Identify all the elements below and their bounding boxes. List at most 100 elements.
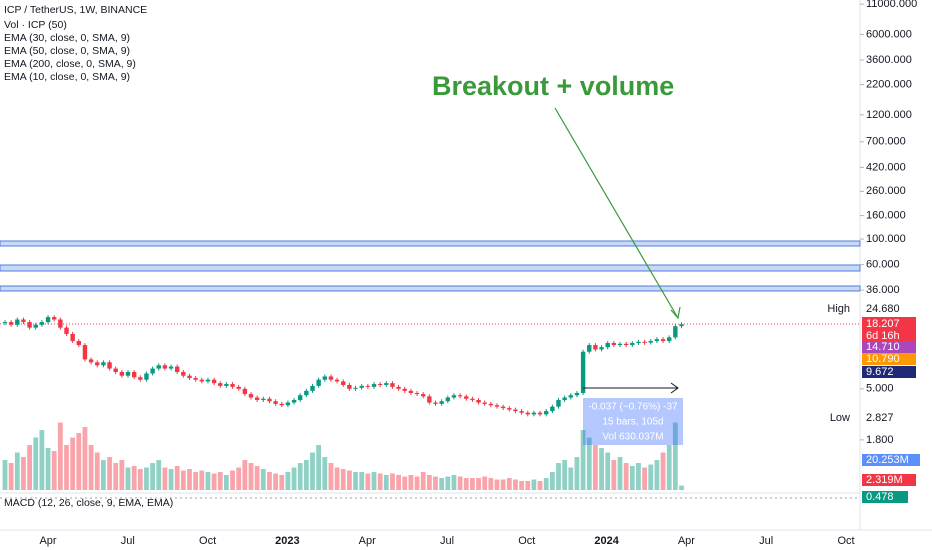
volume-bar — [310, 452, 315, 490]
candle — [45, 317, 51, 323]
candle — [107, 362, 112, 369]
volume-bar — [574, 457, 580, 490]
x-tick-label: Apr — [39, 535, 56, 547]
last-box — [862, 317, 916, 341]
candle — [556, 399, 561, 407]
volume-bar — [236, 467, 242, 490]
zone — [0, 240, 861, 247]
candle — [439, 401, 444, 404]
macd-box — [862, 491, 908, 503]
candle — [457, 395, 463, 397]
vol-box — [862, 454, 920, 466]
candle — [537, 412, 543, 415]
volume-bar — [88, 445, 94, 490]
volume-bar — [57, 422, 63, 490]
ema-label: 10.790 — [866, 353, 900, 365]
vol-ma-label: 20.253M — [866, 454, 909, 466]
volume-bar — [457, 476, 463, 490]
last-label: 18.207 — [866, 318, 900, 330]
legend-entry: EMA (200, close, 0, SMA, 9) — [4, 58, 136, 70]
candle — [162, 365, 168, 369]
candle — [500, 406, 506, 409]
volume-bar — [414, 476, 420, 490]
legend-title: ICP / TetherUS, 1W, BINANCE — [4, 4, 147, 16]
candle — [82, 345, 88, 360]
volume-bar — [273, 473, 278, 490]
volume-bar — [33, 437, 39, 490]
volume-bar — [580, 430, 586, 490]
ema-label: 9.672 — [866, 366, 894, 378]
zone — [0, 285, 861, 292]
candle — [52, 317, 57, 320]
candle — [285, 402, 291, 406]
volume-bar — [180, 470, 186, 490]
candle — [402, 388, 407, 391]
candle — [218, 383, 223, 386]
volume-bar — [285, 472, 291, 490]
volume-bar — [408, 475, 414, 490]
candle — [519, 411, 524, 413]
candle — [593, 345, 598, 350]
candle — [70, 333, 75, 342]
volume-bar — [27, 445, 32, 490]
candle — [365, 385, 371, 387]
candle — [39, 322, 45, 325]
y-tick-label: 60.000 — [866, 259, 900, 271]
candle — [21, 319, 26, 323]
volume-bar — [390, 473, 395, 490]
candle — [27, 322, 32, 328]
candle — [353, 387, 358, 389]
volume-bar — [537, 481, 543, 490]
volume-bar — [334, 467, 340, 490]
volume-bar — [593, 445, 598, 490]
volume-bar — [402, 476, 408, 490]
volume-bar — [353, 472, 358, 490]
candle — [181, 371, 186, 376]
candle — [341, 381, 346, 385]
axes: 11000.000 6000.000 3600.000 2200.000 1200.00… — [39, 0, 917, 547]
candle — [150, 368, 155, 374]
volume-bar — [2, 460, 8, 490]
volume-bar — [82, 427, 88, 490]
candle — [451, 395, 457, 398]
candle — [101, 362, 106, 366]
x-tick-label: Jul — [759, 535, 773, 547]
volume-bar — [629, 466, 635, 490]
volume-bar — [679, 485, 684, 490]
candle — [673, 326, 678, 338]
candle — [125, 371, 131, 376]
volume-bar — [193, 472, 199, 490]
legend-entry: EMA (30, close, 0, SMA, 9) — [4, 32, 130, 44]
volume-bar — [666, 445, 672, 490]
candle — [279, 403, 284, 406]
candle — [660, 339, 666, 342]
volume-bar — [119, 460, 125, 490]
candle — [322, 376, 327, 380]
y-tick-label: 6000.000 — [866, 28, 912, 40]
candle — [525, 412, 530, 415]
volume-bar — [230, 470, 235, 490]
volume-bar — [660, 452, 666, 490]
low-name: Low — [830, 412, 850, 424]
candle — [648, 341, 653, 343]
volume-bar — [556, 463, 561, 490]
volume-bar — [14, 452, 20, 490]
x-tick-label: 2024 — [594, 535, 619, 547]
candle — [88, 359, 94, 363]
volume-bar — [605, 452, 611, 490]
volume-bar — [488, 478, 494, 490]
candle — [562, 397, 567, 400]
candle — [291, 399, 297, 403]
volume-bar — [39, 430, 45, 490]
candle — [654, 339, 660, 342]
volume-bar — [586, 437, 592, 490]
candle — [156, 365, 161, 369]
high-name: High — [827, 303, 850, 315]
volume-bar — [137, 469, 143, 490]
candle — [408, 390, 414, 393]
volume-bar — [439, 478, 445, 490]
candle — [298, 395, 303, 400]
volume-bar — [562, 460, 568, 490]
candle — [64, 327, 69, 334]
legend-entry: EMA (10, close, 0, SMA, 9) — [4, 71, 130, 83]
